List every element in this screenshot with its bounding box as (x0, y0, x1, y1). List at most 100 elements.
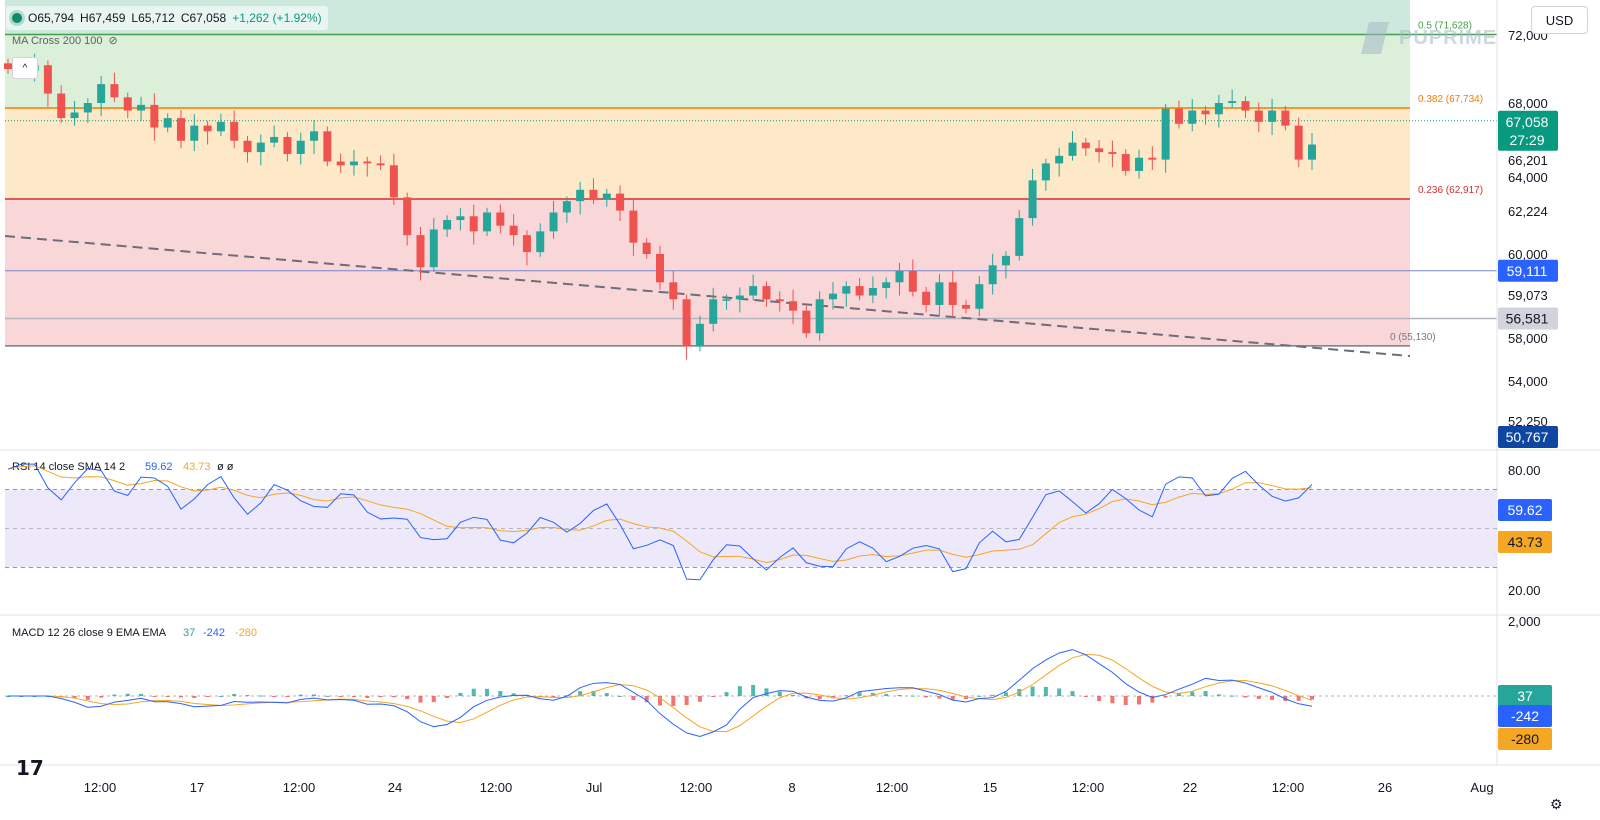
time-tick: Aug (1470, 780, 1493, 795)
macd-bar (192, 696, 197, 698)
candle (948, 282, 957, 305)
candle (57, 93, 66, 119)
candle (1015, 218, 1024, 256)
candle (97, 84, 106, 103)
macd-bar (485, 688, 490, 696)
candle (190, 125, 199, 141)
candle (536, 231, 545, 253)
candle (789, 301, 798, 311)
macd-badge-label: 37 (1517, 688, 1533, 704)
macd-bar (72, 696, 77, 699)
macd-bar (777, 691, 782, 696)
macd-bar (418, 696, 423, 703)
candle (735, 295, 744, 300)
macd-bar (1003, 692, 1008, 696)
macd-bar (1256, 696, 1261, 699)
macd-bar (378, 696, 383, 698)
candle (137, 104, 146, 111)
macd-bar (1296, 696, 1301, 701)
candle (176, 118, 185, 141)
macd-bar (857, 692, 862, 696)
candle (150, 104, 159, 128)
macd-bar (618, 695, 623, 697)
ohlc-legend: O65,794 H67,459 L65,712 C67,058 +1,262 (… (6, 6, 328, 30)
candle (243, 140, 252, 153)
candle (1108, 152, 1117, 154)
macd-bar (1176, 693, 1181, 696)
macd-bar (950, 696, 955, 701)
candle (1294, 125, 1303, 160)
countdown-label: 27:29 (1509, 132, 1544, 148)
macd-bar (631, 696, 636, 700)
macd-bar (791, 694, 796, 696)
macd-bar (139, 693, 144, 696)
price-tick: 66,201 (1508, 153, 1548, 168)
candle (868, 287, 877, 296)
fib-label: 0 (55,130) (1390, 332, 1436, 343)
macd-bar (218, 695, 223, 697)
rsi-sma-value: 43.73 (183, 461, 211, 473)
candle (855, 286, 864, 296)
candle (1081, 142, 1090, 149)
time-tick: 12:00 (876, 780, 909, 795)
candle (722, 299, 731, 301)
candle (616, 193, 625, 211)
macd-bar (152, 696, 157, 697)
macd-bar (205, 696, 210, 697)
macd-bar (644, 696, 649, 703)
macd-bar (298, 694, 303, 696)
macd-bar (99, 696, 104, 698)
macd-bar (1310, 696, 1314, 700)
macd-bar (258, 695, 263, 697)
price-badge (1498, 110, 1558, 151)
rsi-tick: 20.00 (1508, 583, 1541, 598)
time-tick: 12:00 (480, 780, 513, 795)
candle (562, 201, 571, 213)
macd-bar (1123, 696, 1128, 706)
rsi-label: RSI 14 close SMA 14 2 (12, 461, 125, 473)
currency-selector[interactable]: USD (1531, 6, 1588, 34)
candle (389, 165, 398, 198)
candle (1201, 110, 1210, 115)
time-tick: 15 (983, 780, 997, 795)
macd-bar (1137, 696, 1142, 705)
candle (283, 136, 292, 154)
macd-bar (1083, 696, 1088, 697)
fib-label: 0.5 (71,628) (1418, 21, 1472, 32)
puprime-logo-icon (1361, 22, 1389, 54)
candle (602, 193, 611, 200)
macd-label: MACD 12 26 close 9 EMA EMA (12, 627, 167, 639)
macd-badge (1498, 685, 1552, 707)
rsi-sma-line (7, 465, 1313, 564)
macd-bar (272, 696, 277, 697)
candle (270, 136, 279, 143)
gear-icon[interactable]: ⚙ (1550, 796, 1563, 812)
change-value: +1,262 (+1.92%) (232, 11, 322, 25)
collapse-legend-button[interactable]: ^ (12, 57, 38, 79)
macd-bar (964, 696, 969, 700)
rsi-tick: 80.00 (1508, 463, 1541, 478)
macd-bar (884, 693, 889, 696)
eye-hidden-icon[interactable]: ⊘ (108, 35, 118, 47)
ma-label-text: MA Cross 200 100 (12, 34, 103, 47)
macd-bar (977, 695, 982, 697)
macd-bar (285, 696, 290, 697)
macd-bar (1097, 696, 1102, 702)
candle (483, 212, 492, 232)
fib-zone-0.5 (5, 34, 1410, 109)
macd-bar (471, 688, 476, 696)
ma-indicator-label[interactable]: MA Cross 200 100 ⊘ (12, 34, 118, 48)
macd-bar (338, 696, 343, 697)
candle (1281, 110, 1290, 126)
candle (110, 84, 119, 98)
price-tick: 54,000 (1508, 374, 1548, 389)
candle (1028, 180, 1037, 219)
time-tick: 12:00 (283, 780, 316, 795)
candle (376, 163, 385, 166)
candle (336, 161, 345, 166)
candle (762, 286, 771, 300)
tradingview-logo[interactable]: 17 (16, 756, 44, 780)
macd-bar (924, 696, 929, 698)
time-tick: 12:00 (1272, 780, 1305, 795)
